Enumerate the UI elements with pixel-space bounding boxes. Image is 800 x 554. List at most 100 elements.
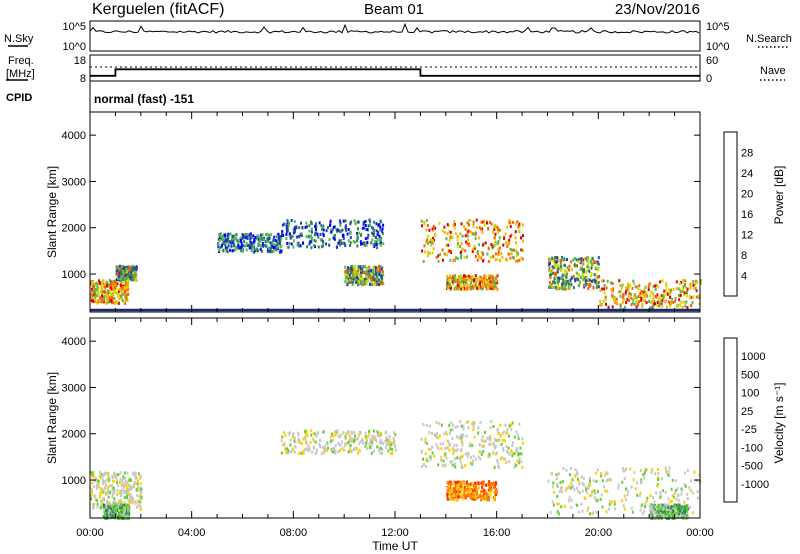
range-cell — [464, 227, 467, 231]
range-cell — [350, 268, 353, 272]
range-cell — [483, 497, 486, 501]
range-cell — [678, 293, 680, 297]
range-cell — [281, 230, 284, 233]
range-cell — [625, 301, 628, 305]
range-cell — [640, 478, 643, 482]
range-cell — [605, 471, 608, 474]
range-cell — [93, 502, 96, 506]
range-cell — [479, 420, 482, 424]
range-cell — [250, 241, 253, 245]
range-cell — [378, 237, 381, 241]
range-cell — [125, 484, 128, 488]
range-cell — [482, 450, 485, 453]
range-cell — [119, 277, 122, 281]
range-cell — [488, 276, 491, 280]
range-cell — [446, 439, 449, 443]
range-cell — [611, 500, 614, 504]
range-cell — [450, 496, 453, 500]
range-cell — [385, 435, 388, 439]
range-cell — [349, 236, 352, 240]
range-cell — [238, 239, 240, 243]
range-cell — [249, 236, 252, 240]
range-cell — [586, 269, 589, 273]
range-cell — [665, 503, 668, 507]
range-cell — [475, 457, 477, 461]
range-cell — [104, 282, 107, 286]
range-cell — [449, 258, 452, 262]
range-cell — [593, 489, 596, 493]
range-cell — [330, 435, 333, 439]
range-cell — [567, 286, 570, 290]
range-cell — [478, 236, 481, 240]
range-cell — [499, 457, 502, 461]
range-cell — [439, 252, 442, 256]
range-cell — [339, 219, 341, 223]
range-cell — [496, 225, 499, 229]
range-cell — [589, 274, 592, 278]
range-cell — [240, 241, 243, 245]
range-cell — [348, 438, 351, 442]
range-cell — [577, 510, 580, 514]
range-cell — [686, 290, 688, 294]
range-cell — [669, 510, 672, 514]
range-cell — [502, 447, 505, 451]
range-cell — [573, 263, 576, 267]
velocity-data — [90, 420, 702, 521]
range-cell — [457, 274, 460, 278]
range-cell — [461, 464, 463, 468]
range-cell — [298, 226, 301, 230]
range-cell — [240, 238, 243, 242]
range-cell — [119, 281, 122, 285]
range-cell — [650, 505, 653, 509]
range-cell — [633, 281, 636, 285]
range-cell — [364, 444, 367, 448]
range-cell — [371, 271, 374, 274]
range-cell — [508, 238, 511, 242]
range-cell — [355, 438, 358, 442]
range-cell — [460, 493, 463, 497]
range-cell — [96, 285, 99, 289]
range-cell — [465, 255, 468, 259]
range-cell — [127, 504, 130, 508]
range-cell — [671, 494, 674, 498]
range-cell — [122, 286, 125, 290]
range-cell — [139, 476, 142, 480]
range-cell — [553, 490, 556, 494]
range-cell — [677, 512, 680, 516]
range-cell — [293, 436, 296, 440]
range-cell — [490, 243, 493, 246]
freq-tick-top: 18 — [74, 55, 86, 67]
range-cell — [519, 446, 522, 450]
range-cell — [617, 290, 620, 294]
range-cell — [111, 280, 114, 284]
range-cell — [111, 479, 114, 483]
range-cell — [589, 483, 592, 487]
range-cell — [130, 495, 133, 499]
range-cell — [507, 252, 510, 256]
range-cell — [585, 276, 588, 280]
range-cell — [120, 269, 122, 273]
range-cell — [452, 487, 455, 491]
range-cell — [318, 221, 321, 225]
range-cell — [361, 267, 364, 271]
range-cell — [466, 455, 469, 459]
range-cell — [363, 226, 366, 230]
range-cell — [626, 493, 629, 497]
range-cell — [446, 282, 449, 285]
range-cell — [572, 275, 575, 278]
range-cell — [111, 484, 114, 488]
range-cell — [113, 491, 116, 495]
range-cell — [352, 240, 355, 243]
range-cell — [663, 510, 666, 514]
range-cell — [306, 245, 309, 249]
range-cell — [487, 483, 490, 487]
range-cell — [339, 433, 342, 437]
range-cell — [488, 486, 491, 490]
range-cell — [585, 488, 588, 492]
range-cell — [685, 511, 688, 515]
range-cell — [584, 276, 587, 280]
range-cell — [490, 489, 492, 493]
range-cell — [364, 224, 367, 227]
range-cell — [458, 277, 461, 281]
range-cell — [661, 304, 664, 308]
